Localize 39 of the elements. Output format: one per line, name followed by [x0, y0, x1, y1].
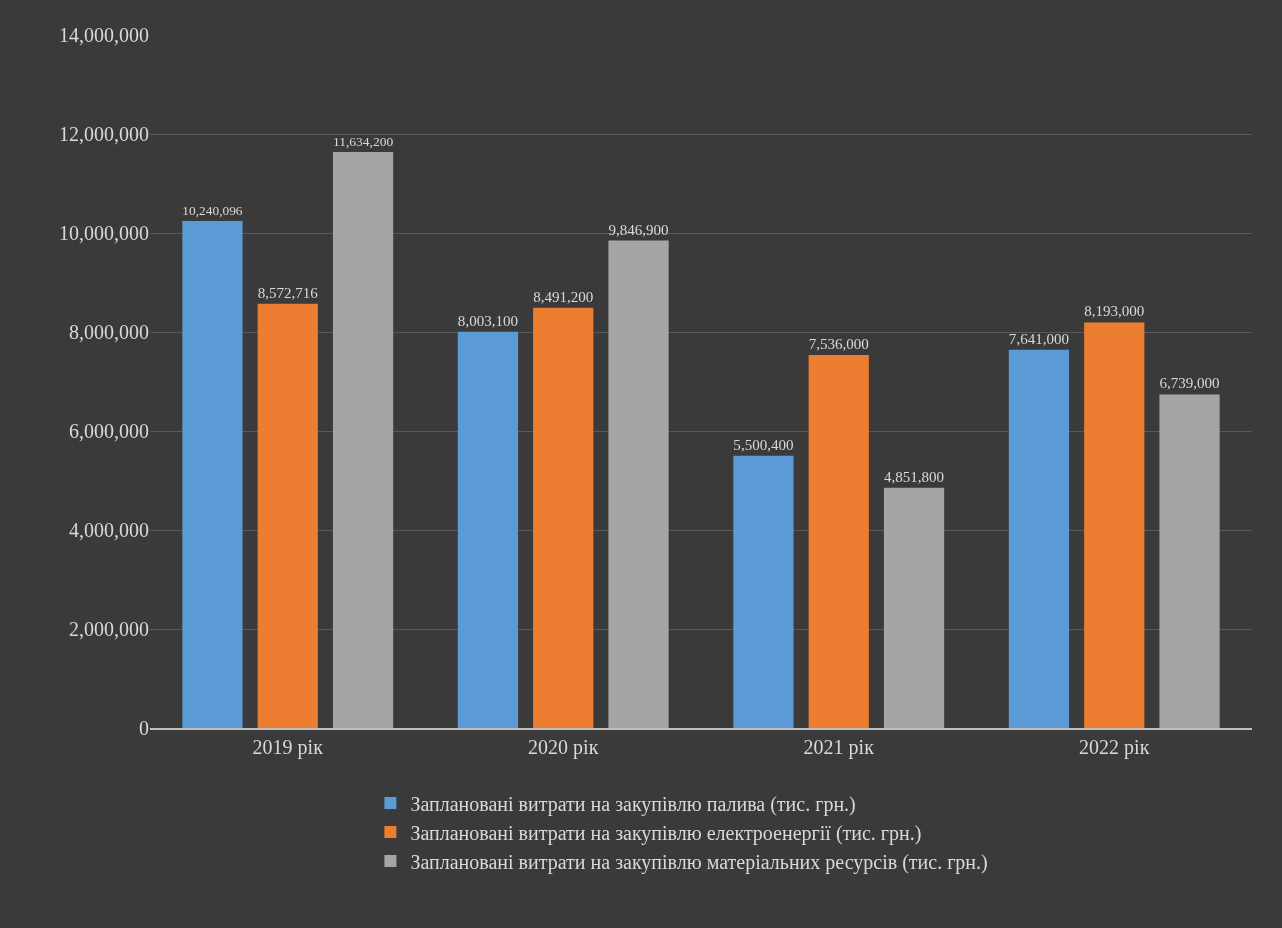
data-label: 6,739,000 — [1159, 375, 1220, 392]
bar — [733, 455, 794, 728]
bar — [1084, 322, 1145, 728]
data-label: 8,491,200 — [533, 288, 594, 305]
bar — [182, 221, 243, 728]
bar — [1008, 349, 1070, 728]
bar — [533, 307, 594, 728]
bar — [1159, 394, 1220, 728]
x-tick-label: 2021 рік — [803, 736, 875, 759]
legend-label: Заплановані витрати на закупівлю електроенергії (тис. грн.) — [410, 821, 922, 845]
y-tick-label: 8,000,000 — [69, 321, 149, 343]
data-label: 10,240,096 — [182, 203, 243, 219]
data-label: 11,634,200 — [332, 134, 394, 150]
data-label: 7,536,000 — [808, 335, 869, 352]
data-label: 4,851,800 — [883, 468, 945, 485]
bar — [608, 240, 669, 728]
y-tick-label: 14,000,000 — [59, 24, 149, 46]
legend-label: Заплановані витрати на закупівлю матеріальних ресурсів (тис. грн.) — [410, 850, 988, 874]
y-tick-label: 12,000,000 — [59, 123, 149, 145]
data-label: 5,500,400 — [733, 436, 794, 453]
x-tick-label: 2022 рік — [1079, 736, 1150, 759]
x-tick-label: 2020 рік — [528, 736, 599, 759]
data-label: 9,846,900 — [608, 221, 669, 238]
bar — [332, 152, 394, 728]
y-tick-label: 0 — [139, 717, 149, 739]
legend-label: Заплановані витрати на закупівлю палива (тис. грн.) — [410, 792, 856, 816]
bar — [883, 487, 945, 728]
data-label: 8,193,000 — [1084, 303, 1145, 320]
bar — [808, 354, 869, 728]
x-tick-label: 2019 рік — [252, 736, 324, 759]
data-label: 8,572,716 — [257, 284, 319, 301]
y-tick-label: 6,000,000 — [69, 420, 149, 442]
data-label: 8,003,100 — [457, 312, 519, 329]
y-tick-label: 2,000,000 — [69, 618, 149, 640]
bar — [257, 303, 318, 728]
data-label: 7,641,000 — [1008, 330, 1070, 347]
y-tick-label: 4,000,000 — [69, 519, 149, 541]
y-tick-label: 10,000,000 — [59, 222, 149, 244]
bar — [457, 331, 519, 728]
